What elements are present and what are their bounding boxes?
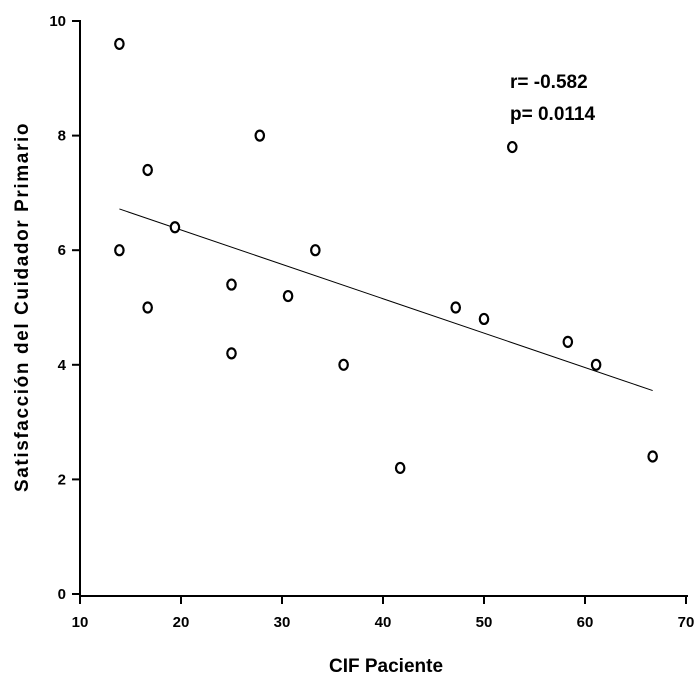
trend-line <box>119 208 653 392</box>
data-point <box>394 461 406 475</box>
x-tick-label: 30 <box>274 614 291 631</box>
data-point <box>169 221 181 234</box>
y-tick-label: 10 <box>49 13 66 30</box>
data-point <box>226 278 237 291</box>
axes <box>79 20 688 597</box>
x-tick-label: 10 <box>72 614 89 631</box>
tick-labels: 10 20 30 40 50 60 70 0 2 4 6 8 10 <box>49 13 694 631</box>
data-point <box>450 301 462 314</box>
data-point <box>590 358 602 371</box>
data-point <box>506 140 518 154</box>
data-point <box>338 358 349 371</box>
annotation-p: p= 0.0114 <box>510 104 595 125</box>
data-point <box>114 37 125 51</box>
x-tick-label: 70 <box>678 614 695 631</box>
data-points <box>114 37 658 475</box>
y-tick-label: 8 <box>58 128 66 145</box>
data-point <box>114 244 125 257</box>
data-point <box>282 289 294 303</box>
y-tick-label: 2 <box>58 471 66 488</box>
y-tick-label: 4 <box>58 357 67 374</box>
data-point <box>310 244 321 257</box>
data-point <box>142 301 153 314</box>
y-tick-label: 0 <box>58 586 66 603</box>
y-axis-title: Satisfacción del Cuidador Primario <box>12 122 33 492</box>
x-tick-label: 60 <box>577 614 594 631</box>
data-point <box>562 335 574 348</box>
data-point <box>226 347 237 360</box>
data-point <box>647 450 658 463</box>
data-point <box>142 163 153 177</box>
data-point <box>254 129 266 142</box>
y-tick-label: 6 <box>58 242 66 259</box>
x-tick-label: 50 <box>476 614 493 631</box>
ticks <box>72 20 687 604</box>
x-axis-title: CIF Paciente <box>329 656 443 677</box>
x-tick-label: 40 <box>375 614 392 631</box>
data-point <box>478 312 490 326</box>
annotation-r: r= -0.582 <box>510 72 588 93</box>
x-tick-label: 20 <box>173 614 190 631</box>
